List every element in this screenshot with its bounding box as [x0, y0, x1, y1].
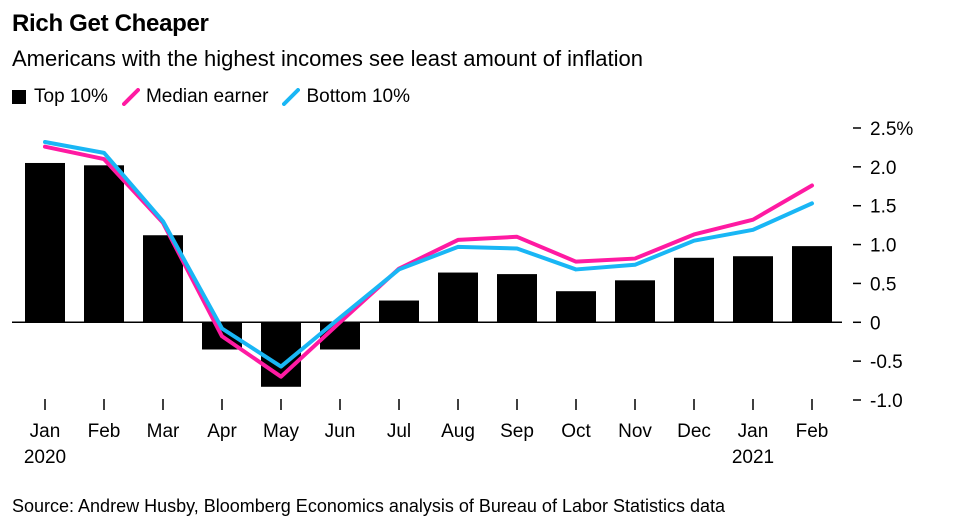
y-tick-label: 0	[870, 313, 881, 334]
x-tick-label: Jun	[325, 421, 356, 442]
x-tick-label: Aug	[441, 421, 475, 442]
legend-swatch-median	[121, 88, 140, 106]
bar	[379, 300, 419, 323]
x-tick-label: Oct	[561, 421, 591, 442]
legend-item-top10: Top 10%	[12, 86, 108, 108]
chart-title: Rich Get Cheaper	[12, 10, 209, 37]
x-year-label: 2020	[24, 447, 66, 468]
chart-subtitle: Americans with the highest incomes see l…	[12, 46, 643, 71]
legend-item-median: Median earner	[121, 86, 269, 108]
legend-label-top10: Top 10%	[34, 86, 108, 107]
series-line	[43, 139, 814, 369]
legend: Top 10% Median earner Bottom 10%	[12, 86, 424, 108]
x-tick-label: Mar	[147, 421, 180, 442]
x-tick-label: May	[263, 421, 299, 442]
y-tick-label: 0.5	[870, 274, 896, 295]
source-note: Source: Andrew Husby, Bloomberg Economic…	[12, 496, 726, 516]
y-tick-label: 1.0	[870, 236, 896, 257]
bar	[556, 291, 596, 323]
y-tick-label: -1.0	[870, 391, 903, 412]
y-tick-label: -0.5	[870, 352, 903, 373]
x-tick-label: Feb	[88, 421, 121, 442]
x-tick-label: Jan	[30, 421, 61, 442]
bar	[84, 165, 124, 323]
y-tick-label: 2.0	[870, 158, 896, 179]
legend-swatch-bottom10	[282, 88, 301, 106]
legend-label-bottom10: Bottom 10%	[306, 86, 410, 107]
legend-item-bottom10: Bottom 10%	[282, 86, 410, 108]
bar	[674, 257, 714, 323]
legend-label-median: Median earner	[145, 86, 269, 107]
bar	[733, 256, 773, 323]
x-tick-label: Jul	[387, 421, 411, 442]
bar	[792, 246, 832, 323]
legend-swatch-top10	[12, 90, 26, 104]
x-tick-label: Nov	[618, 421, 652, 442]
bar	[615, 280, 655, 323]
bar	[497, 274, 537, 323]
y-tick-label: 1.5	[870, 197, 896, 218]
bar	[438, 272, 478, 323]
x-tick-label: Jan	[738, 421, 769, 442]
x-tick-label: Sep	[500, 421, 534, 442]
x-year-label: 2021	[732, 447, 774, 468]
x-tick-label: Apr	[207, 421, 237, 442]
y-tick-label: 2.5%	[870, 119, 913, 140]
bar	[25, 162, 65, 323]
x-tick-label: Feb	[796, 421, 829, 442]
x-tick-label: Dec	[677, 421, 711, 442]
